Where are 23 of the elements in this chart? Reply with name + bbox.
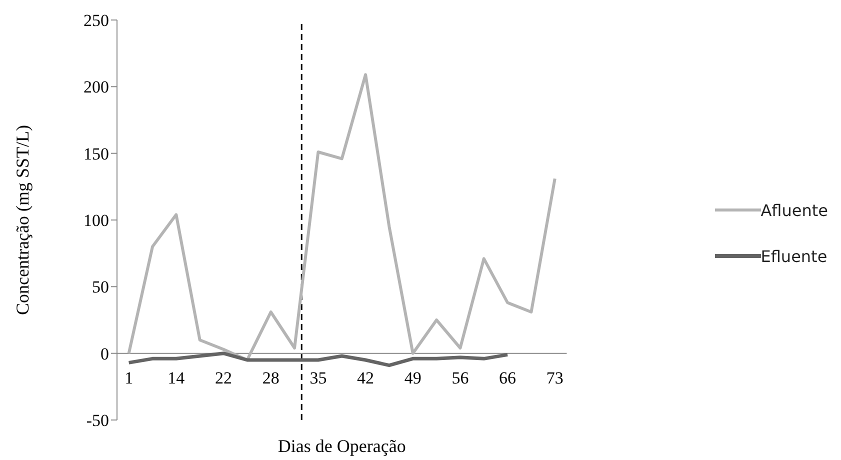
x-tick-label: 14 [168, 368, 186, 388]
x-tick-label: 56 [452, 368, 469, 388]
x-tick-label: 35 [310, 368, 327, 388]
y-tick-label: 50 [92, 278, 109, 297]
y-tick-label: 200 [84, 78, 109, 97]
y-tick-label: 250 [84, 11, 109, 30]
x-tick-label: 1 [124, 368, 134, 388]
line-series [127, 73, 556, 362]
y-tick-label: -50 [86, 411, 109, 430]
x-tick-label: 22 [215, 368, 232, 388]
x-tick-label: 42 [357, 368, 374, 388]
legend-label: Afluente [760, 200, 828, 220]
y-tick-label: 0 [100, 344, 109, 364]
x-axis-title: Dias de Operação [278, 436, 406, 456]
legend-label: Efluente [760, 246, 828, 266]
x-tick-label: 73 [546, 368, 564, 388]
y-axis-title: Concentração (mg SST/L) [12, 125, 32, 315]
y-tick-label: 150 [84, 144, 109, 164]
x-tick-label: 49 [404, 368, 422, 388]
x-tick-label: 28 [262, 368, 280, 388]
line-series [127, 352, 510, 368]
y-tick-label: 100 [84, 211, 109, 230]
x-tick-label: 66 [499, 368, 516, 388]
